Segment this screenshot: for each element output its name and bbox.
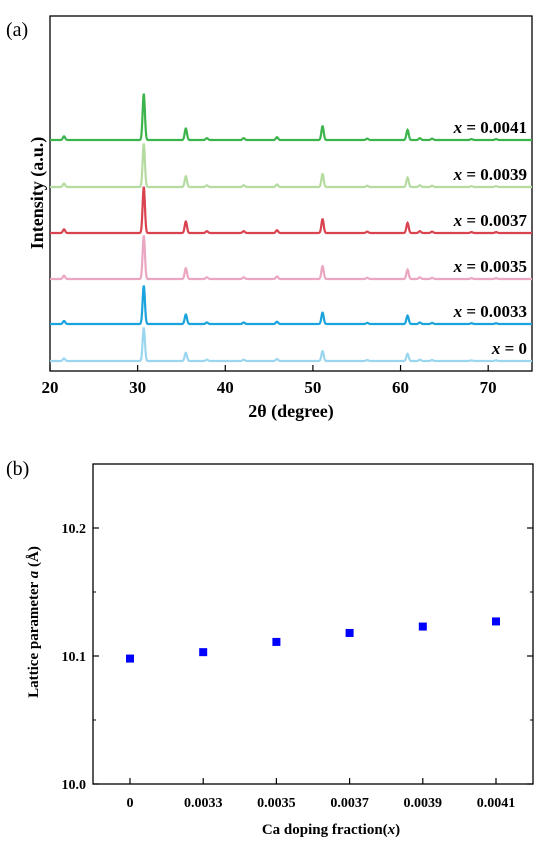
data-point xyxy=(345,628,354,637)
x-tick-label-b: 0.0037 xyxy=(330,796,369,811)
y-tick-label-b: 10.0 xyxy=(62,778,87,793)
xrd-curve xyxy=(50,235,532,281)
x-tick-label-a: 40 xyxy=(217,378,234,397)
x-tick-label-a: 30 xyxy=(129,378,146,397)
series-label: x = 0.0039 xyxy=(453,165,527,184)
series-label: x = 0.0033 xyxy=(453,302,527,321)
plot-frame-b xyxy=(92,463,534,785)
x-axis-title-b: Ca doping fraction(x) xyxy=(262,822,400,838)
x-tick-label-a: 70 xyxy=(480,378,497,397)
x-axis-title-a: 2θ (degree) xyxy=(248,401,334,422)
x-tick-label-a: 20 xyxy=(42,378,59,397)
y-tick-label-b: 10.1 xyxy=(62,650,87,665)
y-axis-title-b: Lattice parameter a (Å) xyxy=(26,546,42,698)
lattice-panel: (b) 10.0 10.1 10.2 0 0.0033 0.0035 0.0037 0.00… xyxy=(6,458,534,838)
series-labels: x = 0.0041 x = 0.0039 x = 0.0037 x = 0.0035… xyxy=(453,118,528,358)
y-axis-title-a: Intensity (a.u.) xyxy=(27,137,48,250)
y-axis-b: 10.0 10.1 10.2 xyxy=(62,522,533,793)
x-tick-label-a: 50 xyxy=(304,378,321,397)
xrd-curve xyxy=(50,143,532,189)
x-axis-b: 0 0.0033 0.0035 0.0037 0.0039 0.0041 xyxy=(127,778,516,811)
y-tick-label-b: 10.2 xyxy=(62,522,87,537)
x-tick-label-b: 0.0041 xyxy=(477,796,516,811)
data-point xyxy=(492,617,500,626)
panel-label-b: (b) xyxy=(6,458,29,480)
xrd-curve xyxy=(50,186,532,235)
data-point xyxy=(126,654,134,663)
series-label: x = 0.0041 xyxy=(453,118,527,137)
x-axis-a: 20 30 40 50 60 70 xyxy=(42,365,497,397)
data-point xyxy=(199,648,208,657)
xrd-curve xyxy=(50,327,532,363)
x-tick-label-b: 0.0033 xyxy=(184,796,223,811)
series-label: x = 0.0035 xyxy=(453,257,527,276)
x-tick-label-b: 0.0035 xyxy=(257,796,296,811)
xrd-curve xyxy=(50,285,532,326)
x-tick-label-a: 60 xyxy=(392,378,409,397)
xrd-curves xyxy=(50,93,532,363)
data-point xyxy=(418,622,427,631)
scatter-points xyxy=(126,617,500,663)
plot-frame-a xyxy=(49,15,533,372)
series-label: x = 0.0037 xyxy=(453,211,528,230)
panel-label-a: (a) xyxy=(6,19,28,41)
data-point xyxy=(272,637,281,646)
x-tick-label-b: 0 xyxy=(127,796,134,811)
xrd-curve xyxy=(50,93,532,142)
series-label: x = 0 xyxy=(491,339,527,358)
x-tick-label-b: 0.0039 xyxy=(404,796,443,811)
